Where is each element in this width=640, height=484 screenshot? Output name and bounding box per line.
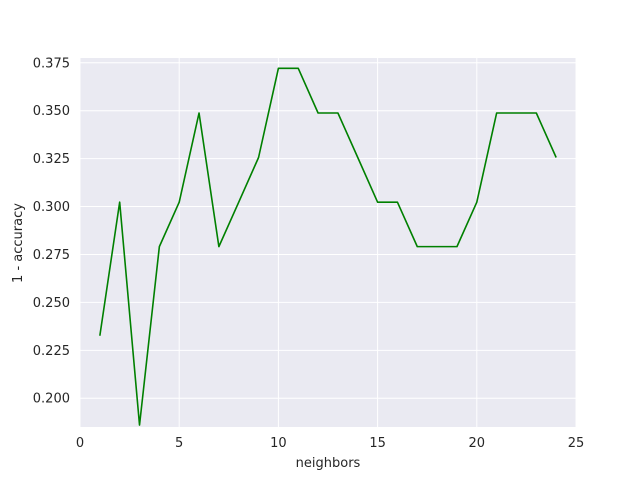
y-tick-label: 0.200	[33, 392, 70, 407]
y-tick-label: 0.325	[33, 152, 70, 167]
y-tick-label: 0.375	[33, 56, 70, 71]
y-tick-label: 0.275	[33, 248, 70, 263]
x-tick-label: 20	[469, 436, 486, 451]
x-tick-label: 25	[568, 436, 585, 451]
series-line	[99, 67, 557, 426]
y-tick-label: 0.225	[33, 344, 70, 359]
x-tick-label: 15	[369, 436, 386, 451]
x-tick-label: 5	[175, 436, 183, 451]
plot-background	[80, 58, 576, 427]
grid	[79, 58, 577, 427]
x-axis-label: neighbors	[296, 456, 361, 471]
x-tick-label: 10	[270, 436, 287, 451]
series-layer	[99, 67, 557, 426]
y-tick-label: 0.350	[33, 104, 70, 119]
y-axis-label: 1 - accuracy	[11, 203, 26, 283]
y-tick-label: 0.300	[33, 200, 70, 215]
y-tick-labels: 0.200 0.225 0.250 0.275 0.300 0.325 0.350 0.375	[33, 56, 70, 406]
x-tick-labels: 0 5 10 15 20 25	[76, 436, 584, 451]
x-tick-label: 0	[76, 436, 84, 451]
y-tick-label: 0.250	[33, 296, 70, 311]
